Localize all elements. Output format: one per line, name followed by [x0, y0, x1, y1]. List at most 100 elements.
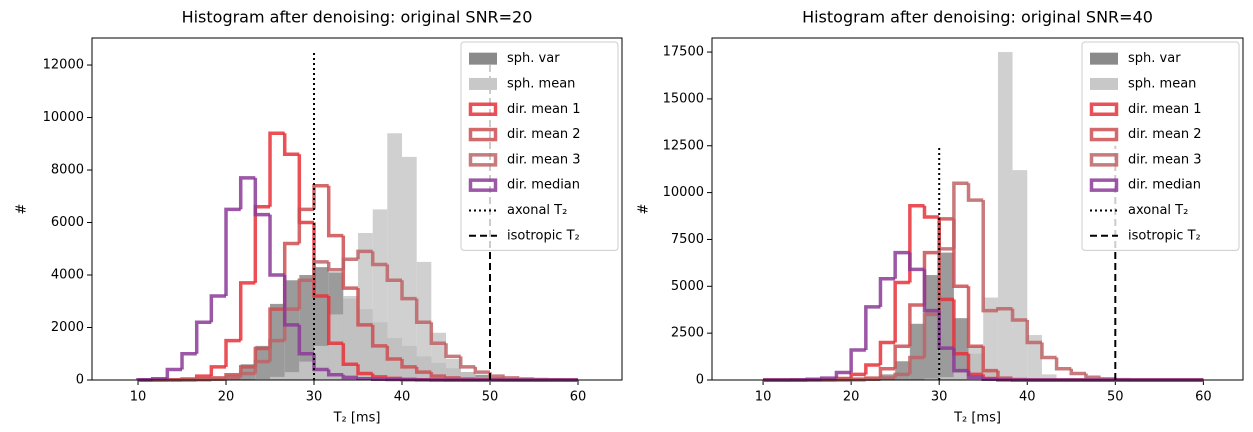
- histogram-bar: [284, 372, 300, 380]
- step-segment: [268, 307, 285, 349]
- axes-frame: [91, 37, 623, 381]
- step-segment: [356, 288, 373, 327]
- step-segment: [400, 359, 417, 369]
- y-axis-label: #: [637, 204, 652, 215]
- chart-title: Histogram after denoising: original SNR=…: [182, 8, 533, 27]
- legend-frame: [1081, 41, 1240, 251]
- step-segment: [326, 261, 344, 272]
- step-segment: [429, 322, 447, 346]
- x-tick-label: 30: [306, 390, 323, 405]
- y-axis-label: #: [15, 204, 30, 215]
- step-segment: [150, 376, 168, 381]
- step-segment: [952, 181, 969, 249]
- histogram-bar: [431, 332, 447, 380]
- legend-swatch: [1089, 153, 1119, 167]
- x-tick-label: 60: [1195, 390, 1212, 405]
- step-segment: [966, 370, 984, 379]
- step-segment: [908, 303, 925, 347]
- legend-label: sph. var: [507, 51, 560, 66]
- y-tick-label: 2500: [671, 326, 704, 341]
- step-segment: [1054, 357, 1072, 371]
- step-segment: [849, 372, 866, 379]
- legend-label: sph. mean: [1128, 76, 1196, 91]
- step-segment: [312, 222, 329, 298]
- y-tick-label: 10000: [663, 185, 704, 200]
- legend-label: axonal T₂: [507, 203, 567, 218]
- step-segment: [326, 369, 344, 377]
- y-tick-label: 5000: [671, 279, 704, 294]
- histogram-bar: [939, 377, 954, 380]
- histogram-bar: [909, 323, 925, 380]
- step-segment: [981, 200, 998, 313]
- step-segment: [952, 348, 969, 373]
- step-segment: [981, 346, 998, 373]
- histogram-bar: [299, 361, 315, 380]
- y-tick-label: 4000: [51, 268, 84, 283]
- legend: sph. var sph. mean dir. mean 1 dir. mean 2 d…: [460, 41, 619, 251]
- step-segment: [326, 185, 344, 238]
- step-segment: [966, 183, 984, 202]
- step-segment: [893, 344, 910, 369]
- step-segment: [922, 312, 940, 358]
- x-tick-label: 40: [1019, 390, 1036, 405]
- step-segment: [165, 367, 183, 379]
- step-segment: [385, 264, 403, 283]
- histogram-bar: [1012, 170, 1028, 380]
- x-tick-label: 20: [843, 390, 860, 405]
- y-tick-label: 10000: [43, 110, 84, 125]
- step-segment: [893, 372, 910, 379]
- legend-label: dir. mean 1: [1128, 102, 1202, 117]
- legend-frame: [460, 41, 619, 251]
- step-segment: [282, 133, 300, 157]
- histogram-bar: [924, 275, 940, 380]
- step-segment: [878, 277, 896, 307]
- histogram-bar: [343, 296, 359, 380]
- step-segment: [356, 249, 373, 260]
- step-segment: [282, 275, 300, 327]
- legend-swatch: [469, 77, 497, 90]
- y-tick-label: 17500: [663, 45, 704, 60]
- step-segment: [297, 278, 315, 310]
- legend-label: dir. mean 1: [507, 102, 581, 117]
- step-segment: [209, 294, 227, 323]
- step-segment: [1010, 308, 1028, 322]
- step-segment: [238, 371, 256, 378]
- legend-label: isotropic T₂: [1128, 228, 1201, 243]
- step-segment: [341, 257, 359, 270]
- axes-frame: [711, 37, 1244, 381]
- step-segment: [473, 366, 491, 374]
- x-tick-label: 50: [482, 390, 499, 405]
- step-segment: [878, 340, 896, 366]
- panel: Histogram after denoising: original SNR=…: [15, 8, 623, 426]
- legend-swatch: [468, 127, 498, 142]
- step-segment: [297, 324, 315, 356]
- legend-label: dir. median: [507, 178, 580, 193]
- histogram-bar: [314, 345, 329, 380]
- histogram-bar: [968, 346, 984, 380]
- step-segment: [326, 296, 344, 346]
- step-segment: [356, 364, 373, 376]
- step-segment: [966, 286, 984, 349]
- step-segment: [253, 177, 271, 217]
- histogram-bar: [895, 361, 910, 380]
- histogram-bar: [284, 280, 300, 380]
- histogram-bar: [387, 133, 403, 380]
- step-segment: [341, 343, 359, 367]
- legend-label: isotropic T₂: [507, 228, 580, 243]
- step-segment: [297, 207, 315, 244]
- x-tick-label: 60: [570, 390, 587, 405]
- histogram-bar: [270, 376, 285, 380]
- step-segment: [458, 356, 476, 369]
- step-segment: [893, 250, 910, 279]
- legend-label: dir. mean 3: [1128, 152, 1202, 167]
- step-segment: [268, 338, 285, 362]
- legend: sph. var sph. mean dir. mean 1 dir. mean 2 d…: [1081, 41, 1240, 251]
- step-segment: [341, 374, 359, 380]
- histogram-bar: [372, 209, 388, 380]
- step-segment: [341, 235, 359, 290]
- legend-label: dir. median: [1128, 178, 1201, 193]
- step-segment: [878, 376, 896, 380]
- y-tick-label: 6000: [51, 215, 84, 230]
- step-segment: [224, 375, 241, 380]
